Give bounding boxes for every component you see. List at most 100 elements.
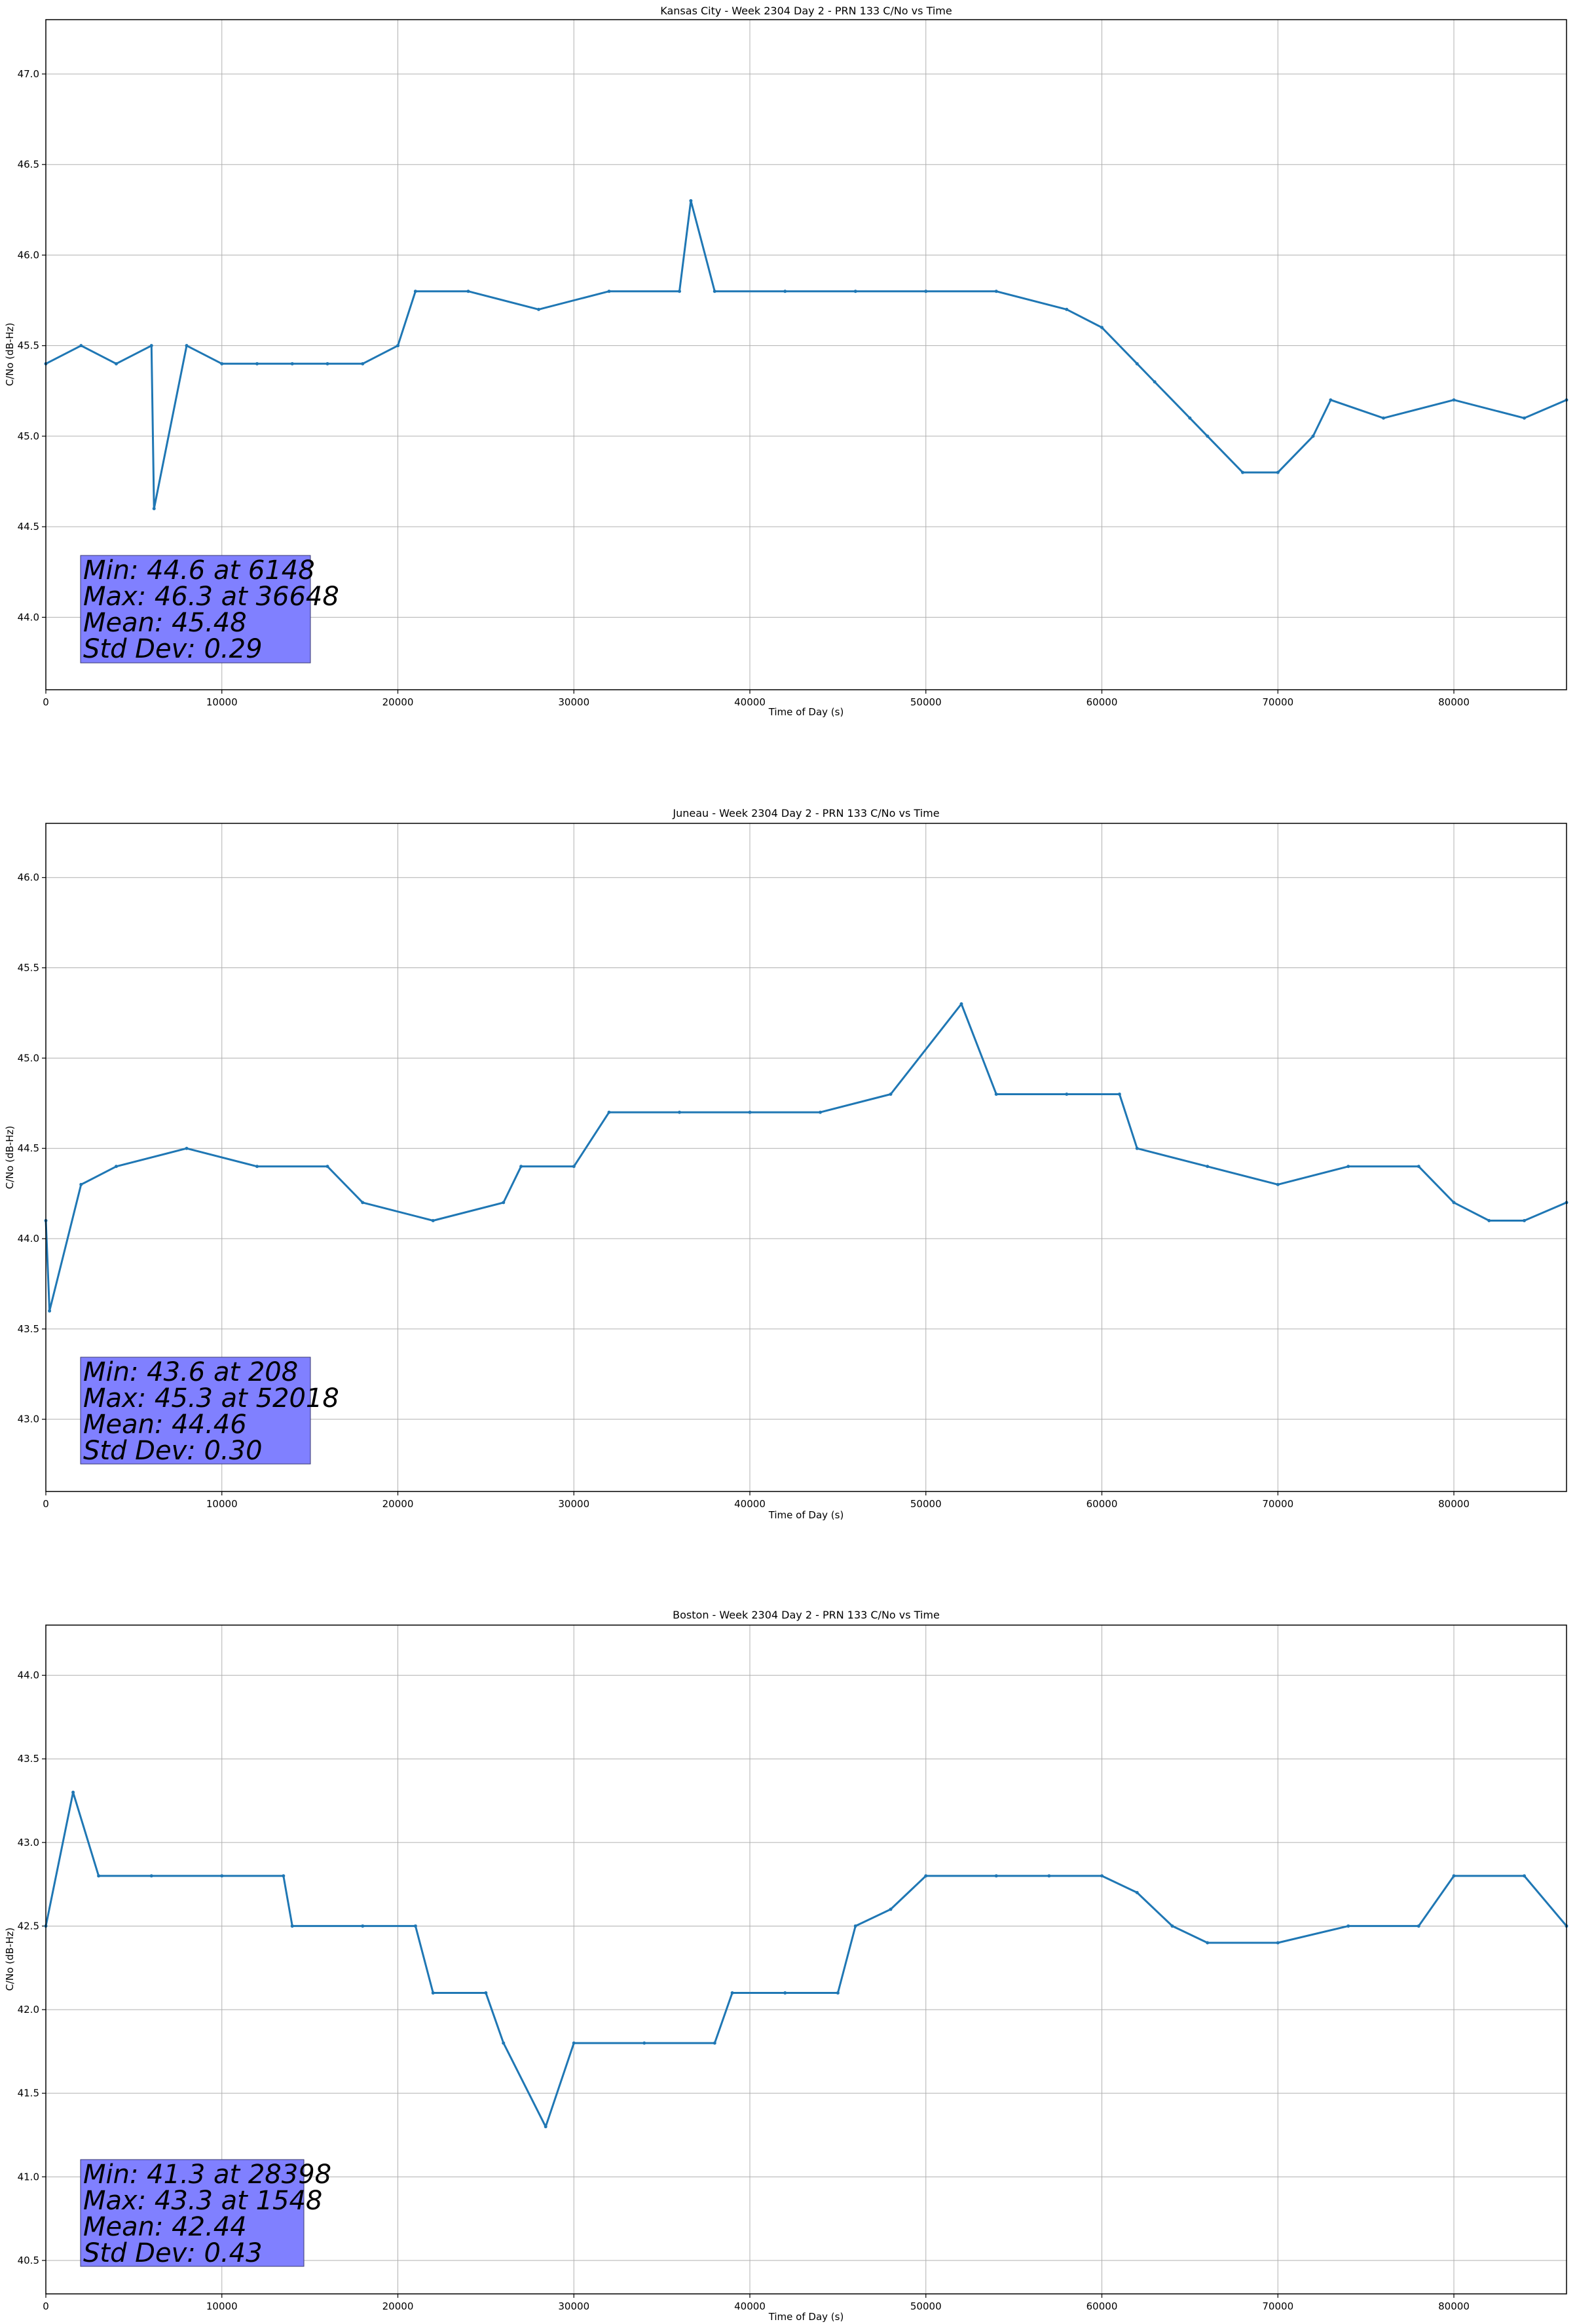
data-point [361, 1924, 365, 1928]
x-tick-label: 80000 [1438, 696, 1470, 708]
y-tick-label: 43.5 [18, 1323, 39, 1335]
data-point [361, 362, 365, 365]
data-point [1523, 1874, 1526, 1878]
data-point [502, 1201, 506, 1205]
y-tick-label: 45.0 [18, 430, 39, 442]
data-point [185, 1146, 189, 1150]
x-tick-label: 0 [43, 1498, 49, 1510]
y-axis-label: C/No (dB-Hz) [4, 1126, 16, 1190]
data-point [819, 1110, 822, 1114]
x-tick-label: 40000 [734, 696, 766, 708]
stats-std-dev: Std Dev: 0.29 [83, 634, 263, 664]
x-tick-label: 80000 [1438, 1498, 1470, 1510]
data-point [1047, 1874, 1051, 1878]
x-tick-labels: 0 10000 20000 30000 40000 50000 60000 70000 8000… [43, 690, 1470, 708]
plot-frame [45, 19, 1567, 690]
x-tick-label: 50000 [910, 2300, 942, 2312]
data-point [290, 1924, 294, 1928]
series-cno [44, 198, 1568, 511]
data-point [255, 1165, 259, 1169]
data-point [115, 1165, 118, 1169]
data-point [994, 290, 998, 293]
x-axis-label: Time of Day (s) [768, 2311, 844, 2323]
y-tick-label: 44.5 [18, 521, 39, 533]
y-tick-label: 41.0 [18, 2171, 39, 2183]
data-point [678, 1110, 681, 1114]
data-point [1135, 1890, 1139, 1894]
data-point [689, 198, 693, 202]
data-point [678, 290, 681, 293]
data-point [1346, 1165, 1350, 1169]
data-point [185, 344, 189, 348]
data-point [1241, 470, 1244, 474]
stats-box-background [80, 2159, 305, 2267]
stats-box: Min: 44.6 at 6148 Max: 46.3 at 36648 Mea… [80, 555, 339, 664]
y-tick-label: 42.5 [18, 1920, 39, 1932]
x-tick-labels: 0 10000 20000 30000 40000 50000 60000 70000 8000… [43, 2294, 1470, 2312]
data-point [1065, 1093, 1069, 1096]
stats-std-dev: Std Dev: 0.43 [83, 2238, 263, 2268]
data-point [853, 290, 857, 293]
data-point [1206, 1941, 1210, 1945]
x-tick-label: 10000 [206, 1498, 238, 1510]
data-point [71, 1790, 75, 1794]
y-axis-label: C/No (dB-Hz) [4, 323, 16, 386]
x-tick-label: 50000 [910, 1498, 942, 1510]
data-point [1346, 1924, 1350, 1928]
y-tick-label: 46.0 [18, 249, 39, 261]
data-point [1523, 1218, 1526, 1222]
y-tick-label: 45.5 [18, 340, 39, 352]
x-tick-label: 10000 [206, 2300, 238, 2312]
x-tick-label: 60000 [1086, 696, 1118, 708]
data-point [149, 344, 153, 348]
data-point [836, 1991, 840, 1995]
data-point [1206, 434, 1210, 438]
data-point [1452, 398, 1456, 402]
data-point [152, 507, 156, 511]
stats-box: Min: 43.6 at 208 Max: 45.3 at 52018 Mean… [80, 1357, 339, 1466]
x-tick-label: 20000 [382, 2300, 414, 2312]
x-axis-label: Time of Day (s) [768, 1509, 844, 1521]
data-point [1276, 1941, 1280, 1945]
data-point [255, 362, 259, 365]
series-line [45, 200, 1567, 510]
y-tick-label: 42.0 [18, 2004, 39, 2015]
data-point [1276, 470, 1280, 474]
x-tick-label: 40000 [734, 1498, 766, 1510]
data-point [115, 362, 118, 365]
x-tick-label: 60000 [1086, 2300, 1118, 2312]
data-point [607, 1110, 611, 1114]
stats-max: Max: 46.3 at 36648 [83, 582, 339, 612]
data-point [1329, 398, 1333, 402]
x-tick-label: 30000 [558, 2300, 589, 2312]
stats-min: Min: 43.6 at 208 [83, 1357, 298, 1387]
y-tick-label: 44.0 [18, 611, 39, 623]
x-tick-label: 40000 [734, 2300, 766, 2312]
data-point [484, 1991, 488, 1995]
data-point [1417, 1924, 1420, 1928]
data-point [783, 1991, 787, 1995]
plot-frame [45, 1624, 1567, 2295]
x-tick-label: 0 [43, 696, 49, 708]
stats-mean: Mean: 44.46 [83, 1410, 247, 1440]
data-point [413, 290, 417, 293]
x-tick-label: 80000 [1438, 2300, 1470, 2312]
data-point [97, 1874, 101, 1878]
y-tick-label: 40.5 [18, 2255, 39, 2266]
y-tick-label: 44.5 [18, 1142, 39, 1154]
data-point [1100, 326, 1104, 329]
data-point [396, 344, 399, 348]
data-point [431, 1218, 435, 1222]
stats-max: Max: 43.3 at 1548 [83, 2186, 322, 2216]
data-point [537, 307, 540, 311]
chart-title: Boston - Week 2304 Day 2 - PRN 133 C/No … [673, 1609, 940, 1621]
data-point [1276, 1182, 1280, 1186]
y-tick-label: 43.0 [18, 1414, 39, 1425]
grid-lines [45, 1625, 1567, 2294]
data-point [1382, 416, 1385, 420]
x-tick-label: 70000 [1262, 1498, 1293, 1510]
data-point [431, 1991, 435, 1995]
y-tick-label: 45.5 [18, 962, 39, 974]
chart-title: Juneau - Week 2304 Day 2 - PRN 133 C/No … [672, 807, 939, 819]
